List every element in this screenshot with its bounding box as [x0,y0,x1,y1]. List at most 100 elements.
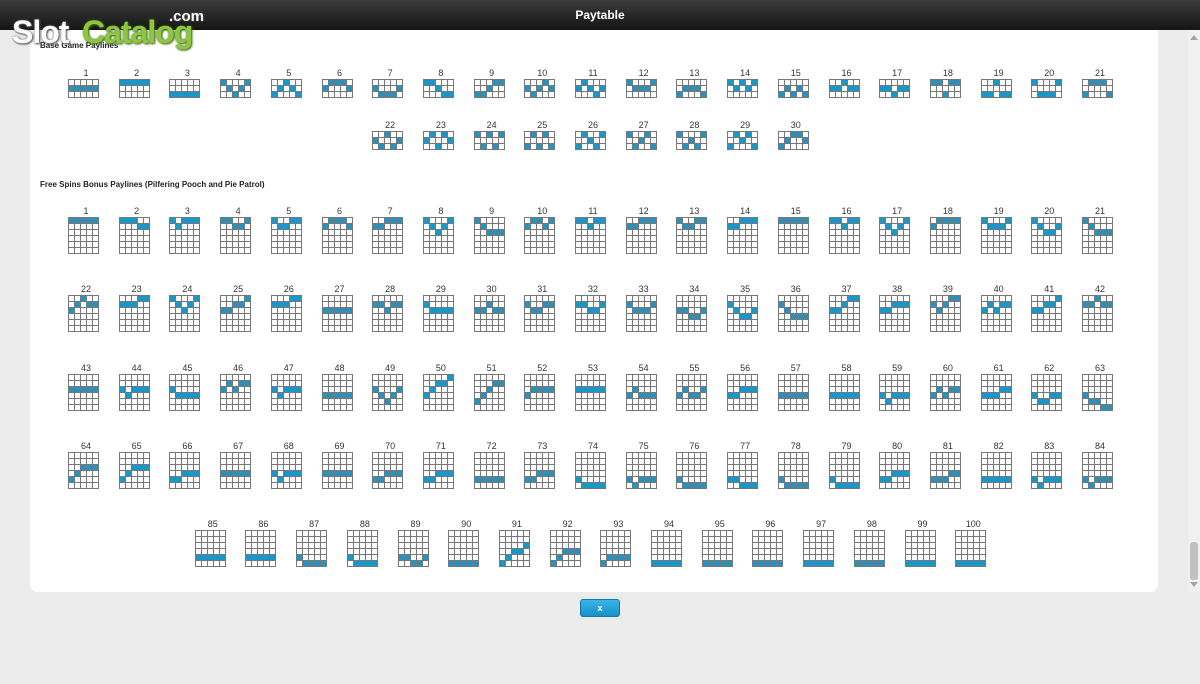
payline-grid [600,530,632,567]
payline-number: 22 [80,284,91,294]
payline-number: 45 [182,363,193,373]
payline-number: 98 [866,519,877,529]
payline-number: 55 [689,363,700,373]
payline-grid [777,217,809,254]
payline-grid [727,374,759,411]
payline-grid [68,79,99,98]
payline-grid [422,374,454,411]
close-button[interactable]: x [580,599,620,617]
payline-number: 75 [638,441,649,451]
payline-grid [575,374,606,411]
payline-number: 67 [233,441,244,451]
payline-grid [321,452,353,489]
payline-number: 47 [283,363,294,373]
vertical-scrollbar[interactable] [1188,30,1200,592]
payline-grid [1082,79,1113,98]
payline-number: 13 [689,68,700,78]
payline-grid [372,452,404,489]
payline-number: 2 [134,206,140,216]
payline-number: 95 [714,519,725,529]
scroll-down-arrow-icon[interactable] [1190,582,1198,587]
payline-grid [169,374,201,411]
payline-number: 7 [387,68,393,78]
payline-grid [676,79,708,98]
payline-grid [879,452,911,489]
payline-grid [727,79,759,98]
payline-grid [473,131,505,150]
payline-grid [929,374,961,411]
payline-number: 16 [841,68,852,78]
payline-grid [220,295,252,332]
payline-grid [169,79,201,98]
payline-number: 52 [537,363,548,373]
payline-number: 7 [387,206,393,216]
payline-number: 46 [233,363,244,373]
payline-grid [498,530,530,567]
logo-com-text: .com [169,8,205,25]
payline-grid [625,452,657,489]
payline-grid [777,374,809,411]
payline-number: 34 [689,284,700,294]
payline-grid [220,374,252,411]
payline-grid [727,131,759,150]
payline-grid [879,295,911,332]
payline-number: 39 [942,284,953,294]
payline-grid [625,79,657,98]
payline-number: 48 [334,363,345,373]
payline-number: 21 [1094,206,1105,216]
payline-number: 91 [511,519,522,529]
payline-number: 44 [131,363,142,373]
payline-number: 14 [740,206,751,216]
payline-grid [752,530,784,567]
payline-grid [575,217,606,254]
payline-grid [220,79,252,98]
window-title-bar: Paytable [0,0,1200,30]
payline-grid [321,217,353,254]
paytable-panel: Base Game Paylines Free Spins Bonus Payl… [30,30,1158,592]
payline-number: 26 [587,120,598,130]
payline-number: 37 [841,284,852,294]
payline-number: 2 [134,68,140,78]
scroll-up-arrow-icon[interactable] [1190,35,1198,40]
payline-grid [1082,217,1113,254]
payline-grid [955,530,987,567]
scrollbar-thumb[interactable] [1190,542,1198,580]
payline-grid [1031,295,1063,332]
payline-number: 68 [283,441,294,451]
payline-grid [625,295,657,332]
payline-grid [676,452,708,489]
payline-number: 8 [438,68,444,78]
payline-grid [929,79,961,98]
payline-number: 27 [638,120,649,130]
payline-grid [524,452,556,489]
payline-grid [980,217,1012,254]
payline-number: 64 [80,441,91,451]
payline-number: 29 [435,284,446,294]
base-game-paylines-title: Base Game Paylines [40,41,119,50]
payline-grid [372,79,404,98]
payline-grid [321,374,353,411]
payline-number: 17 [892,68,903,78]
payline-grid [980,79,1012,98]
payline-number: 81 [942,441,953,451]
payline-grid [777,452,809,489]
payline-number: 28 [385,284,396,294]
payline-grid [828,452,860,489]
payline-grid [1031,217,1063,254]
payline-number: 31 [537,284,548,294]
payline-number: 9 [489,206,495,216]
payline-grid [448,530,480,567]
payline-number: 3 [184,206,190,216]
payline-number: 53 [587,363,598,373]
payline-number: 6 [336,68,342,78]
payline-number: 71 [435,441,446,451]
payline-grid [372,295,404,332]
payline-number: 35 [740,284,751,294]
payline-grid [980,452,1012,489]
payline-number: 15 [790,206,801,216]
payline-number: 21 [1094,68,1105,78]
payline-grid [524,374,556,411]
payline-number: 56 [740,363,751,373]
payline-number: 26 [283,284,294,294]
payline-number: 62 [1044,363,1055,373]
